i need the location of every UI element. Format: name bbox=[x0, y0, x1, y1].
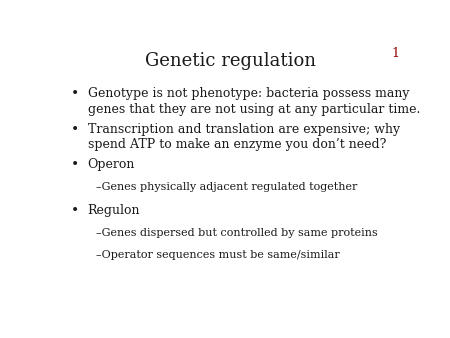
Text: –Operator sequences must be same/similar: –Operator sequences must be same/similar bbox=[96, 250, 340, 260]
Text: Transcription and translation are expensive; why
spend ATP to make an enzyme you: Transcription and translation are expens… bbox=[88, 123, 400, 151]
Text: –Genes dispersed but controlled by same proteins: –Genes dispersed but controlled by same … bbox=[96, 228, 378, 239]
Text: •: • bbox=[71, 158, 80, 172]
Text: –Genes physically adjacent regulated together: –Genes physically adjacent regulated tog… bbox=[96, 183, 358, 192]
Text: Genotype is not phenotype: bacteria possess many
genes that they are not using a: Genotype is not phenotype: bacteria poss… bbox=[88, 88, 420, 116]
Text: •: • bbox=[71, 204, 80, 218]
Text: Genetic regulation: Genetic regulation bbox=[145, 52, 316, 70]
Text: 1: 1 bbox=[392, 47, 400, 60]
Text: Regulon: Regulon bbox=[88, 204, 140, 217]
Text: •: • bbox=[71, 88, 80, 101]
Text: •: • bbox=[71, 123, 80, 137]
Text: Operon: Operon bbox=[88, 158, 135, 171]
